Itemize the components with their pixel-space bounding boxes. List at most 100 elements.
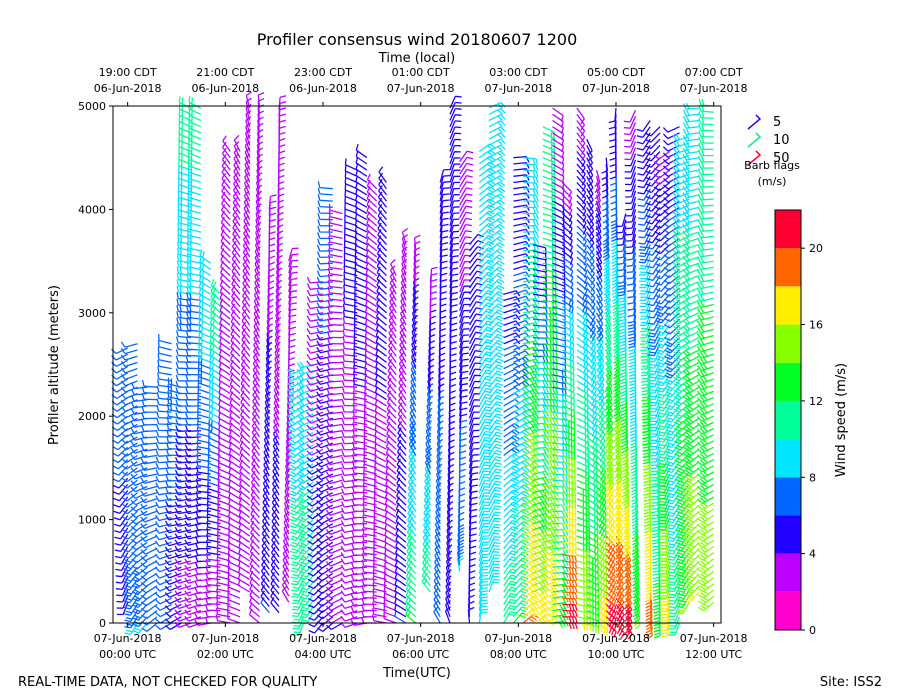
wind-barb — [121, 461, 138, 470]
wind-barb — [288, 498, 304, 510]
wind-barb — [648, 362, 661, 375]
wind-barb — [361, 604, 377, 612]
wind-barb — [231, 278, 241, 295]
wind-barb — [624, 622, 633, 640]
wind-barb — [697, 206, 714, 214]
wind-barb — [130, 510, 148, 519]
wind-barb — [522, 540, 540, 550]
wind-barb — [503, 356, 521, 363]
wind-barb — [140, 510, 158, 517]
wind-barb — [562, 380, 575, 393]
colorbar-tick-label: 0 — [809, 624, 816, 637]
wind-barb — [576, 151, 586, 168]
wind-barb — [512, 594, 529, 605]
wind-barb — [296, 400, 314, 408]
wind-barb — [221, 154, 231, 171]
wind-barb — [328, 235, 343, 246]
wind-barb — [354, 232, 368, 246]
wind-barb — [613, 430, 622, 448]
wind-barb — [155, 501, 172, 509]
wind-barb — [595, 269, 603, 286]
wind-barb — [383, 561, 397, 574]
wind-barb — [513, 307, 531, 314]
wind-barb — [697, 345, 714, 353]
wind-barb — [663, 275, 680, 285]
wind-barb — [468, 368, 482, 382]
wind-barb — [683, 461, 700, 471]
wind-barb — [697, 288, 714, 296]
wind-barb — [513, 192, 530, 199]
wind-barb — [354, 226, 368, 239]
wind-barb — [542, 361, 558, 370]
wind-barb — [697, 583, 715, 593]
wind-barb — [316, 461, 334, 468]
wind-barb — [659, 567, 671, 581]
wind-barb — [488, 480, 502, 494]
wind-barb — [231, 290, 241, 308]
wind-barb — [639, 306, 651, 320]
wind-barb — [197, 357, 211, 370]
wind-barb — [595, 312, 604, 330]
wind-barb — [595, 324, 604, 342]
wind-barb — [697, 250, 714, 258]
wind-barb — [316, 264, 333, 271]
wind-barb — [468, 423, 480, 438]
wind-barb — [113, 496, 129, 508]
wind-barb — [542, 478, 559, 486]
wind-barb — [327, 292, 343, 302]
wind-barb — [164, 520, 182, 527]
wind-barb — [596, 572, 608, 588]
wind-barb — [488, 536, 501, 549]
wind-barb — [297, 512, 314, 523]
wind-barb — [459, 340, 470, 355]
wind-barb — [532, 458, 550, 466]
wind-barb — [459, 370, 469, 386]
wind-barb — [639, 269, 651, 283]
wind-barb — [642, 443, 651, 459]
wind-barb — [141, 405, 157, 413]
wind-barb — [503, 344, 521, 351]
wind-barb — [522, 571, 540, 581]
chart-title: Profiler consensus wind 20180607 1200 — [257, 30, 578, 49]
wind-barb — [449, 206, 460, 220]
wind-barb — [186, 273, 202, 283]
wind-barb — [478, 449, 492, 462]
wind-barb — [656, 411, 671, 424]
wind-barb — [512, 520, 530, 531]
wind-barb — [439, 211, 449, 227]
wind-barb — [407, 495, 417, 512]
wind-barb — [697, 564, 715, 574]
wind-barb — [552, 163, 565, 177]
wind-barb — [542, 349, 558, 358]
wind-barb — [185, 412, 201, 420]
wind-barb — [111, 359, 129, 367]
wind-barb — [439, 205, 449, 220]
wind-barb — [562, 473, 576, 484]
wind-barb — [325, 566, 343, 573]
wind-barb — [576, 120, 586, 137]
wind-barb — [513, 301, 531, 308]
wind-barb — [542, 225, 557, 236]
wind-barb — [682, 324, 700, 332]
wind-barb — [306, 411, 324, 418]
wind-barb — [682, 185, 700, 193]
wind-barb — [164, 572, 182, 579]
wind-barb — [684, 585, 700, 597]
wind-barb — [141, 392, 158, 401]
wind-barb — [459, 217, 473, 231]
wind-barb — [663, 262, 680, 272]
wind-barb — [542, 605, 560, 614]
wind-barb — [542, 441, 559, 449]
wind-barb — [140, 438, 158, 446]
wind-barb — [274, 347, 281, 365]
wind-barb — [326, 622, 343, 631]
wind-barb — [445, 575, 452, 593]
wind-barb — [187, 178, 202, 190]
wind-barb — [111, 347, 128, 355]
wind-barb — [184, 501, 202, 508]
wind-barb — [667, 548, 681, 561]
wind-barb — [639, 287, 651, 301]
wind-barb — [306, 276, 324, 284]
wind-barb — [627, 308, 637, 324]
wind-barb — [459, 315, 470, 330]
